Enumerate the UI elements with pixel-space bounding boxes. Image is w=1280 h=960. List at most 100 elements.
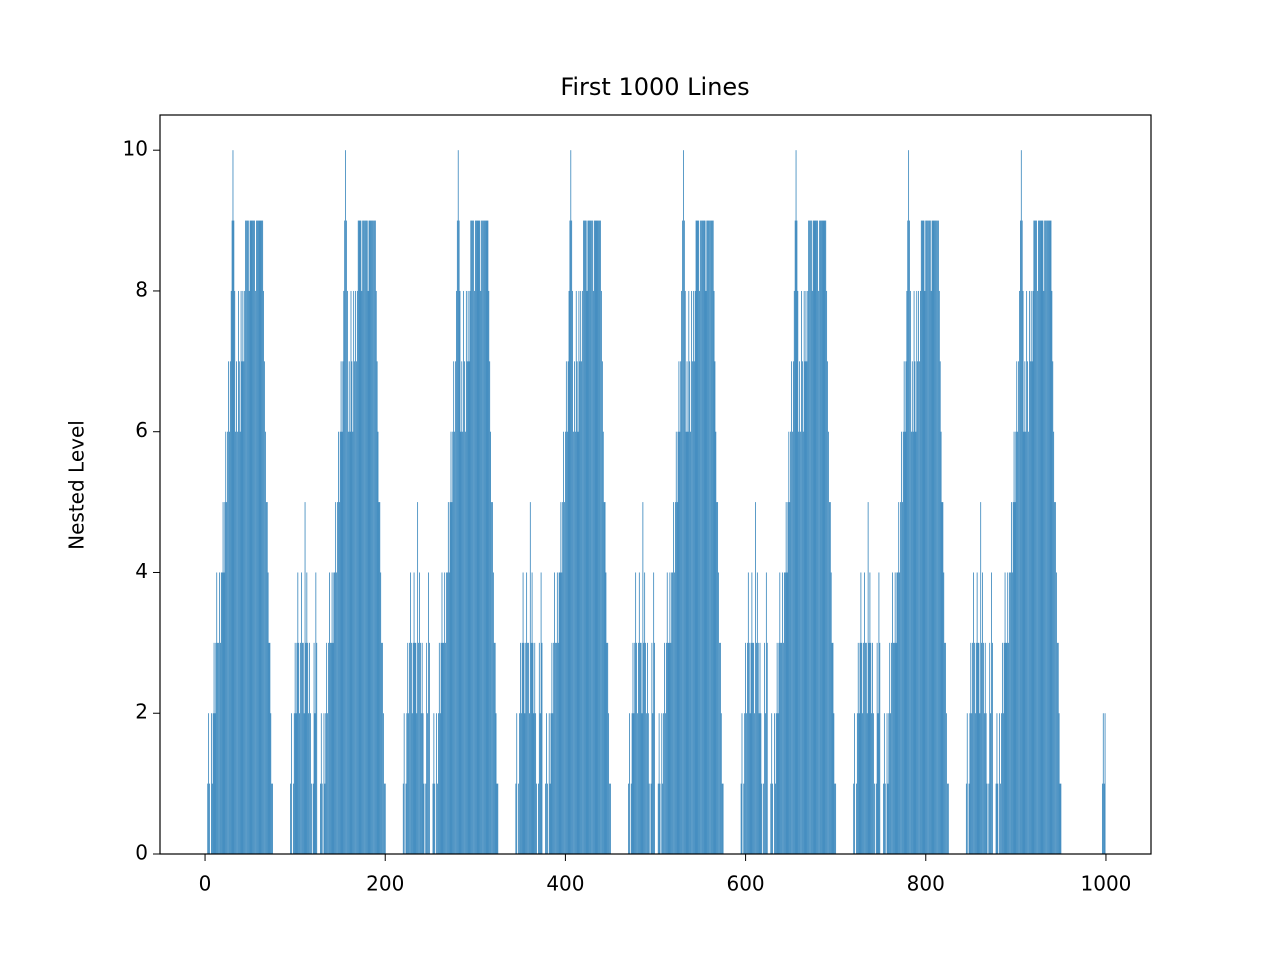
bar: [347, 290, 348, 854]
bar: [986, 783, 988, 854]
bar: [777, 713, 779, 854]
bar: [939, 361, 941, 854]
bar: [402, 783, 404, 854]
bar: [374, 220, 376, 855]
bar: [930, 290, 932, 854]
bar: [410, 572, 411, 854]
bar: [891, 642, 892, 854]
bar: [265, 502, 267, 854]
bar: [269, 642, 271, 854]
bar: [249, 220, 251, 855]
bar: [428, 572, 429, 854]
bar: [453, 361, 455, 854]
bar: [756, 572, 758, 854]
bar: [829, 502, 830, 854]
bar: [810, 220, 811, 855]
y-tick-label: 2: [135, 700, 148, 724]
bar: [438, 642, 440, 854]
bar: [796, 220, 798, 855]
bar: [894, 572, 896, 854]
bar: [911, 361, 913, 854]
bar: [301, 642, 303, 854]
bar: [320, 713, 322, 854]
bar: [906, 290, 908, 854]
bar: [1006, 642, 1008, 854]
bar: [368, 220, 370, 855]
bar: [834, 783, 836, 854]
bar: [701, 220, 703, 855]
bar: [271, 783, 273, 854]
bar: [699, 290, 701, 854]
bar: [815, 220, 817, 855]
bar: [695, 220, 697, 855]
bar: [252, 220, 254, 855]
bar: [668, 642, 670, 854]
bar: [436, 713, 437, 854]
bar: [1029, 361, 1031, 854]
bar: [535, 713, 537, 854]
bar: [892, 642, 894, 854]
bar: [1026, 290, 1028, 854]
bar: [412, 642, 414, 854]
bar: [552, 713, 554, 854]
bar: [698, 220, 700, 855]
bar: [683, 150, 684, 854]
bar: [702, 220, 704, 855]
bar: [667, 642, 669, 854]
bar: [716, 502, 718, 854]
bar: [717, 502, 719, 854]
bar: [354, 361, 355, 854]
bar: [432, 783, 434, 854]
bar: [329, 642, 331, 854]
bar: [538, 642, 540, 854]
bar: [302, 642, 304, 854]
bar: [1024, 361, 1026, 854]
bar: [265, 431, 266, 854]
bar: [859, 642, 861, 854]
bar: [526, 572, 528, 854]
bar: [593, 220, 595, 855]
bar: [358, 220, 360, 855]
bar: [1040, 220, 1042, 855]
bar: [1102, 713, 1104, 854]
bar: [475, 220, 477, 855]
bar: [326, 642, 328, 854]
bar: [873, 713, 874, 854]
bar: [458, 220, 460, 855]
bar: [687, 431, 689, 854]
bar: [1020, 150, 1022, 854]
bar: [595, 220, 597, 855]
bar: [528, 642, 529, 854]
bar: [336, 572, 337, 854]
bar: [240, 290, 242, 854]
bar: [226, 502, 228, 854]
bar: [423, 783, 425, 854]
bar: [539, 713, 541, 854]
bar: [788, 431, 790, 854]
bar: [920, 220, 922, 855]
bar: [778, 642, 780, 854]
bar: [592, 220, 593, 855]
bar: [832, 642, 834, 854]
bar: [448, 572, 450, 854]
bar: [470, 220, 472, 855]
bar: [662, 783, 664, 854]
bar: [421, 642, 423, 854]
bar: [308, 713, 310, 854]
bar: [803, 290, 805, 854]
bar: [774, 783, 776, 854]
bar: [332, 642, 334, 854]
bar: [974, 642, 975, 854]
bar: [483, 220, 485, 855]
bar: [632, 642, 634, 854]
bar: [592, 290, 594, 854]
bar: [691, 290, 692, 854]
bar: [227, 431, 228, 854]
bar: [830, 572, 832, 854]
bar: [292, 783, 294, 854]
bar: [331, 572, 333, 854]
bar: [251, 220, 253, 855]
bar: [563, 431, 564, 854]
bar: [782, 572, 783, 854]
